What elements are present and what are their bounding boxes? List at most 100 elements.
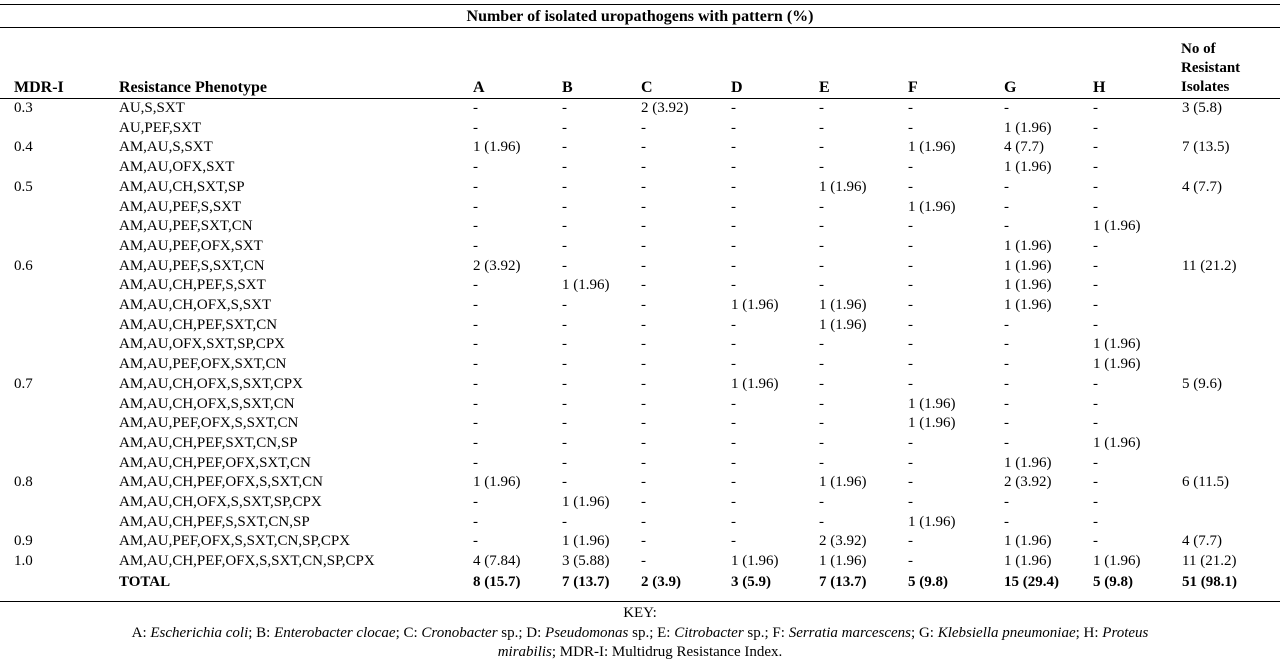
bottom-rule <box>0 601 1280 602</box>
cell-value: - <box>908 119 913 136</box>
cell-value: - <box>562 237 567 254</box>
title-rule <box>0 27 1280 28</box>
cell-value: - <box>641 494 646 510</box>
cell-value: - <box>731 434 736 451</box>
phenotype-value: AM,AU,PEF,OFX,SXT,CN <box>119 356 287 373</box>
top-rule <box>0 4 1280 5</box>
header-col-e: E <box>819 79 830 96</box>
total-resistant-isolates: 51 (98.1) <box>1182 573 1237 590</box>
cell-value: - <box>1004 336 1009 353</box>
cell-value: - <box>908 494 913 510</box>
cell-value: - <box>1004 316 1009 333</box>
key-text: Citrobacter <box>674 625 744 641</box>
cell-value: - <box>1004 356 1009 373</box>
cell-value: - <box>908 237 913 254</box>
cell-value: - <box>819 237 824 254</box>
mdr-value: 1.0 <box>14 553 33 570</box>
cell-value: - <box>908 533 913 550</box>
cell-value: - <box>562 415 567 432</box>
cell-value: - <box>562 395 567 412</box>
resistant-isolates-value: 6 (11.5) <box>1182 474 1229 491</box>
cell-value: - <box>731 119 736 136</box>
cell-value: - <box>473 100 478 116</box>
mdr-value: 0.8 <box>14 474 33 491</box>
phenotype-value: AM,AU,CH,OFX,S,SXT,CPX <box>119 375 303 392</box>
cell-value: - <box>1093 178 1098 195</box>
cell-value: - <box>731 356 736 373</box>
key-text: sp.; F: <box>743 625 789 641</box>
cell-value: - <box>1093 277 1098 294</box>
cell-value: - <box>641 375 646 392</box>
cell-value: 2 (3.92) <box>819 533 867 550</box>
mdr-value: 0.4 <box>14 139 33 156</box>
cell-value: - <box>641 119 646 136</box>
cell-value: - <box>562 454 567 471</box>
cell-value: - <box>819 415 824 432</box>
cell-value: - <box>1093 375 1098 392</box>
key-text: sp.; D: <box>497 625 546 641</box>
phenotype-value: AM,AU,PEF,OFX,SXT <box>119 237 263 254</box>
cell-value: - <box>1093 139 1098 156</box>
cell-value: - <box>473 336 478 353</box>
cell-value: 1 (1.96) <box>1004 277 1052 294</box>
cell-value: - <box>731 415 736 432</box>
cell-value: - <box>473 277 478 294</box>
cell-value: - <box>641 139 646 156</box>
cell-value: - <box>473 119 478 136</box>
cell-value: - <box>731 474 736 491</box>
cell-value: 1 (1.96) <box>1004 257 1052 274</box>
cell-value: - <box>1004 178 1009 195</box>
key-text: ; C: <box>395 625 422 641</box>
cell-value: 1 (1.96) <box>819 297 867 313</box>
cell-value: 4 (7.7) <box>1004 139 1044 156</box>
header-phenotype: Resistance Phenotype <box>119 79 267 96</box>
header-col-c: C <box>641 79 653 96</box>
total-value: 8 (15.7) <box>473 573 521 590</box>
cell-value: 1 (1.96) <box>908 198 956 215</box>
phenotype-value: AM,AU,PEF,SXT,CN <box>119 218 253 235</box>
cell-value: 1 (1.96) <box>1004 454 1052 471</box>
cell-value: - <box>562 336 567 353</box>
header-last-line: No of <box>1181 41 1216 57</box>
cell-value: 1 (1.96) <box>731 375 779 392</box>
header-last-line: Isolates <box>1181 79 1230 95</box>
phenotype-value: AM,AU,OFX,SXT,SP,CPX <box>119 336 286 353</box>
cell-value: - <box>473 415 478 432</box>
cell-value: - <box>1004 415 1009 432</box>
cell-value: - <box>819 356 824 373</box>
key-text: Enterobacter clocae <box>274 625 396 641</box>
phenotype-value: AM,AU,CH,PEF,SXT,CN,SP <box>119 434 298 451</box>
resistant-isolates-value: 11 (21.2) <box>1182 257 1237 274</box>
cell-value: - <box>1004 218 1009 235</box>
cell-value: 1 (1.96) <box>819 316 867 333</box>
cell-value: - <box>473 218 478 235</box>
key-text: ; H: <box>1075 625 1103 641</box>
cell-value: - <box>819 336 824 353</box>
phenotype-value: AM,AU,PEF,S,SXT <box>119 198 242 215</box>
cell-value: 1 (1.96) <box>562 494 610 510</box>
cell-value: - <box>473 178 478 195</box>
cell-value: - <box>1004 513 1009 530</box>
cell-value: - <box>1004 434 1009 451</box>
cell-value: - <box>908 356 913 373</box>
resistant-isolates-value: 4 (7.7) <box>1182 178 1222 195</box>
cell-value: - <box>908 553 913 570</box>
header-col-g: G <box>1004 79 1017 96</box>
cell-value: - <box>1093 119 1098 136</box>
cell-value: 2 (3.92) <box>1004 474 1052 491</box>
cell-value: - <box>641 159 646 176</box>
cell-value: 1 (1.96) <box>562 277 610 294</box>
cell-value: - <box>908 218 913 235</box>
key-text: Pseudomonas <box>545 625 629 641</box>
total-value: 7 (13.7) <box>819 573 867 590</box>
total-value: 3 (5.9) <box>731 573 771 590</box>
key-heading: KEY: <box>623 605 657 621</box>
total-value: 15 (29.4) <box>1004 573 1059 590</box>
total-value: 5 (9.8) <box>1093 573 1133 590</box>
cell-value: - <box>1004 395 1009 412</box>
cell-value: 1 (1.96) <box>1004 119 1052 136</box>
cell-value: - <box>473 533 478 550</box>
cell-value: - <box>641 553 646 570</box>
cell-value: - <box>473 513 478 530</box>
resistant-isolates-value: 7 (13.5) <box>1182 139 1230 156</box>
